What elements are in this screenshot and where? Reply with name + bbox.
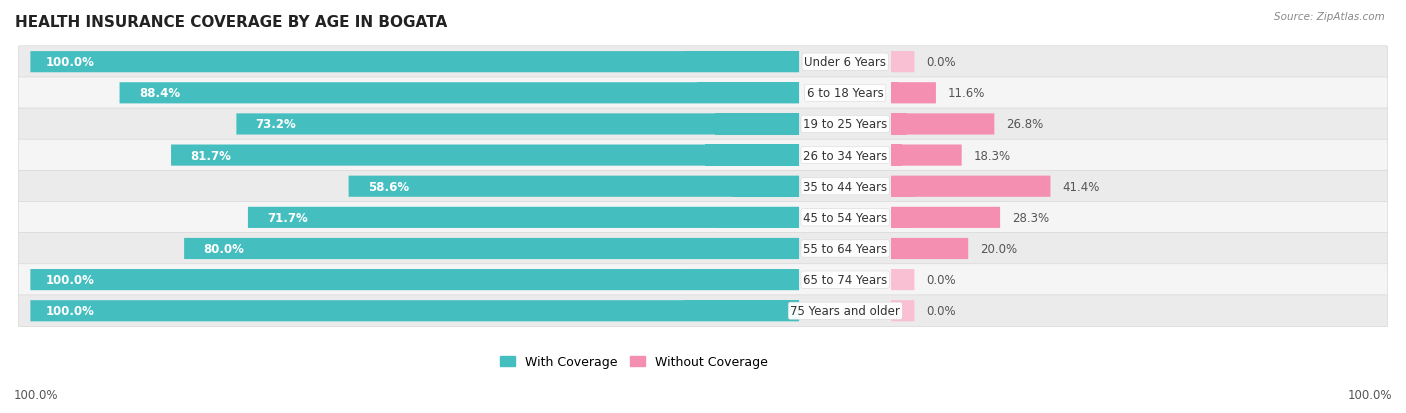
FancyBboxPatch shape (18, 202, 1388, 234)
Text: 26 to 34 Years: 26 to 34 Years (803, 149, 887, 162)
Legend: With Coverage, Without Coverage: With Coverage, Without Coverage (495, 350, 773, 373)
Text: 55 to 64 Years: 55 to 64 Years (803, 242, 887, 255)
Bar (891, 176, 915, 197)
Text: 100.0%: 100.0% (46, 304, 94, 318)
FancyBboxPatch shape (18, 109, 1388, 140)
Bar (714, 114, 799, 135)
FancyBboxPatch shape (18, 295, 1388, 327)
Text: Under 6 Years: Under 6 Years (804, 56, 886, 69)
FancyBboxPatch shape (247, 207, 799, 228)
FancyBboxPatch shape (31, 300, 799, 322)
Text: 35 to 44 Years: 35 to 44 Years (803, 180, 887, 193)
FancyBboxPatch shape (349, 176, 799, 197)
Text: 41.4%: 41.4% (1062, 180, 1099, 193)
Text: 81.7%: 81.7% (190, 149, 231, 162)
Text: 80.0%: 80.0% (204, 242, 245, 255)
FancyBboxPatch shape (236, 114, 799, 135)
Text: Source: ZipAtlas.com: Source: ZipAtlas.com (1274, 12, 1385, 22)
Text: 100.0%: 100.0% (46, 56, 94, 69)
Text: 18.3%: 18.3% (973, 149, 1011, 162)
Text: 88.4%: 88.4% (139, 87, 180, 100)
FancyBboxPatch shape (18, 171, 1388, 203)
Text: 6 to 18 Years: 6 to 18 Years (807, 87, 883, 100)
Text: 45 to 54 Years: 45 to 54 Years (803, 211, 887, 224)
Bar (891, 114, 907, 135)
FancyBboxPatch shape (891, 145, 962, 166)
FancyBboxPatch shape (891, 83, 936, 104)
Text: 19 to 25 Years: 19 to 25 Years (803, 118, 887, 131)
Bar (891, 145, 901, 166)
Bar (891, 207, 908, 228)
FancyBboxPatch shape (31, 269, 799, 290)
FancyBboxPatch shape (891, 52, 914, 73)
Text: 65 to 74 Years: 65 to 74 Years (803, 273, 887, 287)
Bar (891, 83, 898, 104)
Bar (707, 238, 799, 259)
Text: 58.6%: 58.6% (368, 180, 409, 193)
Text: 28.3%: 28.3% (1012, 211, 1049, 224)
FancyBboxPatch shape (184, 238, 799, 259)
FancyBboxPatch shape (891, 269, 914, 290)
FancyBboxPatch shape (891, 114, 994, 135)
Text: 73.2%: 73.2% (256, 118, 297, 131)
Text: 0.0%: 0.0% (927, 56, 956, 69)
Text: 20.0%: 20.0% (980, 242, 1017, 255)
Bar (683, 52, 799, 73)
FancyBboxPatch shape (172, 145, 799, 166)
Bar (683, 269, 799, 290)
FancyBboxPatch shape (120, 83, 799, 104)
FancyBboxPatch shape (18, 47, 1388, 78)
FancyBboxPatch shape (31, 52, 799, 73)
Text: 100.0%: 100.0% (1347, 388, 1392, 401)
Text: 0.0%: 0.0% (927, 304, 956, 318)
Bar (891, 52, 894, 73)
FancyBboxPatch shape (891, 238, 969, 259)
Bar (683, 300, 799, 322)
Bar (697, 83, 799, 104)
FancyBboxPatch shape (891, 207, 1000, 228)
Text: 100.0%: 100.0% (46, 273, 94, 287)
FancyBboxPatch shape (891, 176, 1050, 197)
Text: 11.6%: 11.6% (948, 87, 984, 100)
Bar (891, 238, 903, 259)
Text: 75 Years and older: 75 Years and older (790, 304, 900, 318)
Text: HEALTH INSURANCE COVERAGE BY AGE IN BOGATA: HEALTH INSURANCE COVERAGE BY AGE IN BOGA… (15, 15, 447, 30)
Bar (891, 269, 894, 290)
FancyBboxPatch shape (18, 264, 1388, 296)
Bar (717, 207, 799, 228)
FancyBboxPatch shape (18, 140, 1388, 171)
Bar (731, 176, 799, 197)
FancyBboxPatch shape (18, 233, 1388, 265)
Bar (704, 145, 799, 166)
FancyBboxPatch shape (18, 78, 1388, 109)
Text: 26.8%: 26.8% (1005, 118, 1043, 131)
Text: 71.7%: 71.7% (267, 211, 308, 224)
Text: 100.0%: 100.0% (14, 388, 59, 401)
Bar (891, 300, 894, 322)
Text: 0.0%: 0.0% (927, 273, 956, 287)
FancyBboxPatch shape (891, 300, 914, 322)
